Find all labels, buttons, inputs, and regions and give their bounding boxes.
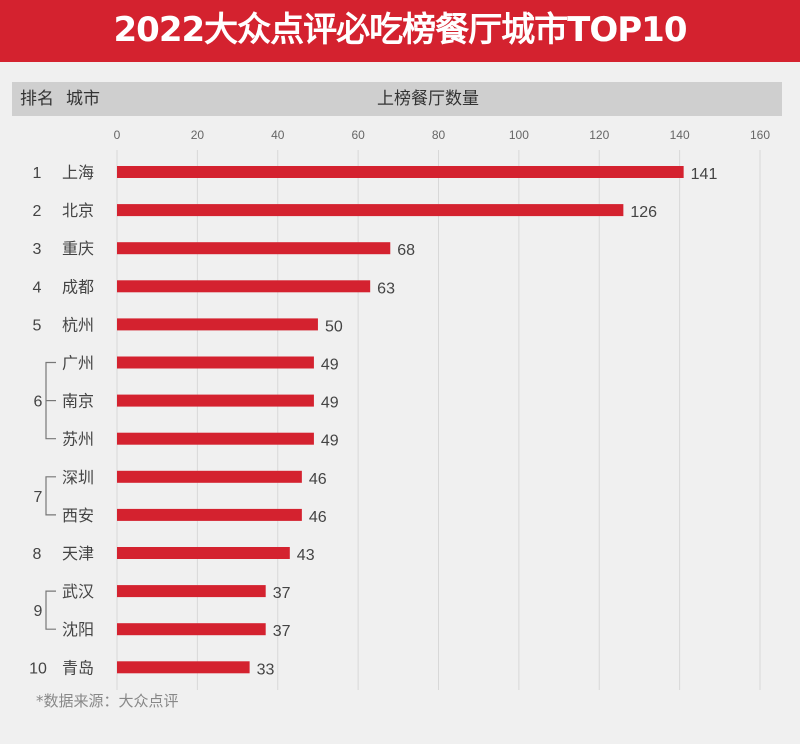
rank-label: 1 bbox=[33, 165, 42, 182]
city-label: 沈阳 bbox=[62, 620, 94, 639]
bar bbox=[117, 356, 314, 369]
x-tick-label: 100 bbox=[509, 128, 529, 142]
x-tick-label: 80 bbox=[432, 128, 446, 142]
bar bbox=[117, 166, 684, 178]
bar bbox=[117, 204, 624, 217]
city-label: 青岛 bbox=[62, 658, 94, 677]
source-note: *数据来源：大众点评 bbox=[36, 692, 179, 710]
city-label: 北京 bbox=[62, 201, 94, 220]
rank-label: 4 bbox=[33, 279, 42, 296]
rank-label: 7 bbox=[34, 489, 43, 506]
x-tick-label: 140 bbox=[670, 128, 690, 142]
city-label: 成都 bbox=[62, 277, 94, 296]
bar bbox=[117, 661, 250, 674]
x-tick-label: 0 bbox=[114, 128, 121, 142]
bar bbox=[117, 585, 266, 598]
data-label: 49 bbox=[321, 357, 339, 374]
x-tick-label: 120 bbox=[589, 128, 609, 142]
rank-label: 8 bbox=[33, 546, 42, 563]
rank-label: 10 bbox=[29, 660, 47, 677]
rank-header: 排名 bbox=[20, 89, 54, 109]
bar bbox=[117, 394, 314, 407]
city-label: 天津 bbox=[62, 544, 94, 563]
bar bbox=[117, 242, 391, 255]
data-label: 63 bbox=[377, 280, 395, 297]
data-label: 46 bbox=[309, 509, 327, 526]
city-header: 城市 bbox=[66, 89, 100, 109]
value-header: 上榜餐厅数量 bbox=[377, 89, 479, 109]
city-label: 广州 bbox=[62, 354, 94, 373]
city-label: 苏州 bbox=[62, 430, 94, 449]
data-label: 37 bbox=[273, 585, 291, 602]
data-label: 50 bbox=[325, 318, 343, 335]
rank-label: 2 bbox=[33, 203, 42, 220]
city-label: 南京 bbox=[62, 392, 94, 411]
bar bbox=[117, 623, 266, 636]
x-tick-label: 40 bbox=[271, 128, 285, 142]
rank-bracket bbox=[45, 476, 56, 516]
data-label: 43 bbox=[297, 547, 315, 564]
bar bbox=[117, 432, 314, 445]
bar bbox=[117, 318, 318, 331]
data-label: 49 bbox=[321, 433, 339, 450]
data-label: 49 bbox=[321, 395, 339, 412]
x-tick-label: 60 bbox=[351, 128, 365, 142]
city-label: 上海 bbox=[62, 163, 94, 182]
rank-label: 5 bbox=[33, 317, 42, 334]
city-label: 重庆 bbox=[62, 239, 94, 258]
city-label: 武汉 bbox=[62, 582, 94, 601]
city-label: 西安 bbox=[62, 506, 94, 525]
rank-label: 3 bbox=[33, 241, 42, 258]
city-label: 杭州 bbox=[62, 315, 94, 334]
rank-label: 9 bbox=[34, 603, 43, 620]
bar bbox=[117, 508, 302, 521]
rank-bracket bbox=[45, 590, 56, 630]
data-label: 141 bbox=[691, 166, 718, 183]
bar bbox=[117, 470, 302, 483]
rank-label: 6 bbox=[34, 394, 43, 411]
chart-title: 2022大众点评必吃榜餐厅城市TOP10 bbox=[0, 0, 800, 62]
data-label: 46 bbox=[309, 471, 327, 488]
city-label: 深圳 bbox=[62, 468, 94, 487]
x-tick-label: 160 bbox=[750, 128, 770, 142]
x-tick-label: 20 bbox=[191, 128, 205, 142]
data-label: 126 bbox=[630, 204, 657, 221]
bar bbox=[117, 547, 290, 559]
data-label: 68 bbox=[397, 242, 415, 259]
data-label: 37 bbox=[273, 623, 291, 640]
bar bbox=[117, 280, 371, 293]
header-bar: 排名 城市 上榜餐厅数量 bbox=[12, 82, 782, 116]
data-label: 33 bbox=[257, 661, 275, 678]
